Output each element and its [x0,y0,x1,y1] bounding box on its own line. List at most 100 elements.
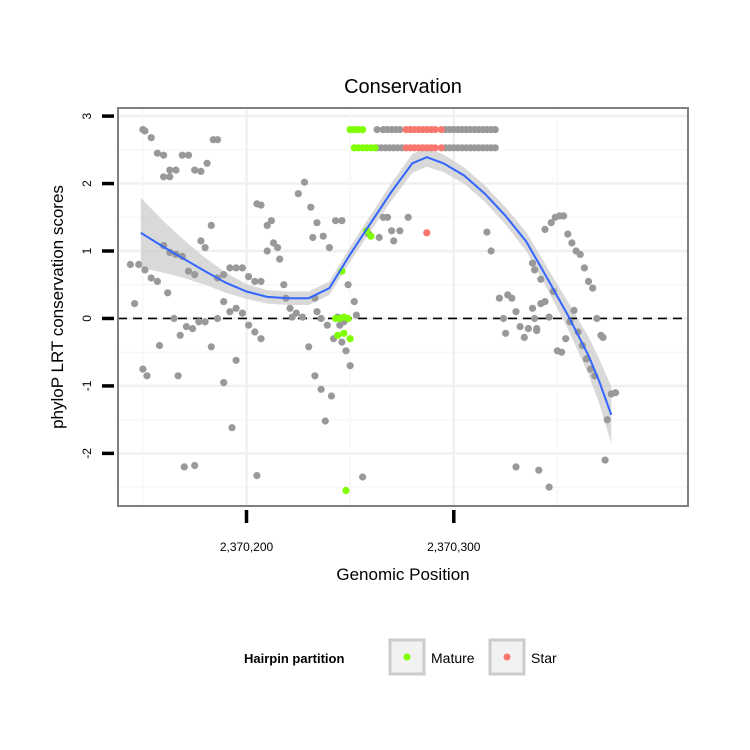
data-point [524,325,533,333]
data-point [576,250,584,258]
data-point [323,321,331,329]
data-point [195,318,203,326]
data-point [311,372,319,380]
data-point [603,416,611,424]
data-point [263,247,271,255]
data-point [197,167,205,175]
data-point [359,473,367,481]
x-axis-title: Genomic Position [336,565,469,584]
data-point [396,126,404,134]
data-point [182,323,190,331]
data-point [147,134,155,142]
data-point [251,328,259,336]
data-points-layer [126,126,620,495]
data-point [226,264,234,272]
data-point [584,277,593,285]
data-point [321,417,329,425]
x-tick-label: 2,370,300 [427,540,481,554]
data-point [153,277,161,285]
data-point [191,271,199,279]
mature-point [340,329,348,337]
data-point [325,244,333,252]
data-point [508,294,516,302]
mature-point [344,314,352,323]
data-point [338,217,346,225]
data-point [342,347,350,355]
data-point [396,227,404,235]
data-point [562,335,570,343]
data-point [245,273,253,281]
data-point [483,228,491,236]
data-point [274,244,282,252]
data-point [533,327,541,335]
data-point [547,219,555,227]
data-point [170,314,178,323]
data-point [257,277,265,285]
x-axis: 2,370,200 2,370,300 [220,510,481,554]
data-point [346,362,354,370]
data-point [257,335,265,343]
data-point [139,365,147,373]
chart-title: Conservation [344,76,462,98]
data-point [545,483,553,491]
data-point [191,461,199,470]
data-point [317,314,325,323]
data-point [197,237,205,245]
data-point [535,466,543,474]
data-point [184,151,193,159]
data-point [499,314,508,323]
data-point [599,333,607,341]
data-point [520,333,528,341]
data-point [332,217,340,225]
legend-swatch-star [503,653,511,661]
data-point [263,221,271,229]
data-point [253,472,261,480]
data-point [375,233,383,242]
confidence-band-layer [140,147,612,444]
data-point [135,260,143,269]
data-point [238,264,246,272]
legend: Hairpin partition Mature Star [244,638,557,676]
data-point [309,233,317,242]
data-point [560,212,568,220]
data-point [280,281,288,289]
data-point [220,298,228,306]
data-point [153,149,161,157]
data-point [611,389,620,397]
mature-point [367,232,375,240]
data-point [276,255,284,263]
y-tick-label: 2 [80,180,94,187]
y-tick-label: 1 [80,247,94,254]
x-tick-label: 2,370,200 [220,540,274,554]
smooth-line [140,156,613,416]
data-point [257,201,265,209]
legend-swatch-mature [403,653,411,661]
data-point [531,314,539,323]
legend-title: Hairpin partition [244,651,344,666]
confidence-ribbon [140,147,612,444]
plot-panel-border [117,107,689,507]
data-point [160,173,168,181]
star-point [423,229,431,237]
data-point [338,338,346,346]
data-point [388,227,396,235]
data-point [487,247,495,255]
data-point [528,259,537,267]
data-point [491,126,499,134]
data-point [317,385,325,393]
data-point [232,356,240,364]
data-point [155,341,164,350]
mature-point [346,335,354,343]
data-point [568,239,576,247]
data-point [390,237,398,245]
data-point [589,284,597,292]
y-axis-title: phyloP LRT conservation scores [48,185,67,429]
y-tick-label: -2 [80,448,94,459]
star-point [431,126,439,134]
data-point [191,166,199,174]
data-point [267,217,275,225]
data-point [305,343,313,351]
data-point [201,318,209,326]
data-point [512,308,520,316]
data-point [232,304,240,312]
